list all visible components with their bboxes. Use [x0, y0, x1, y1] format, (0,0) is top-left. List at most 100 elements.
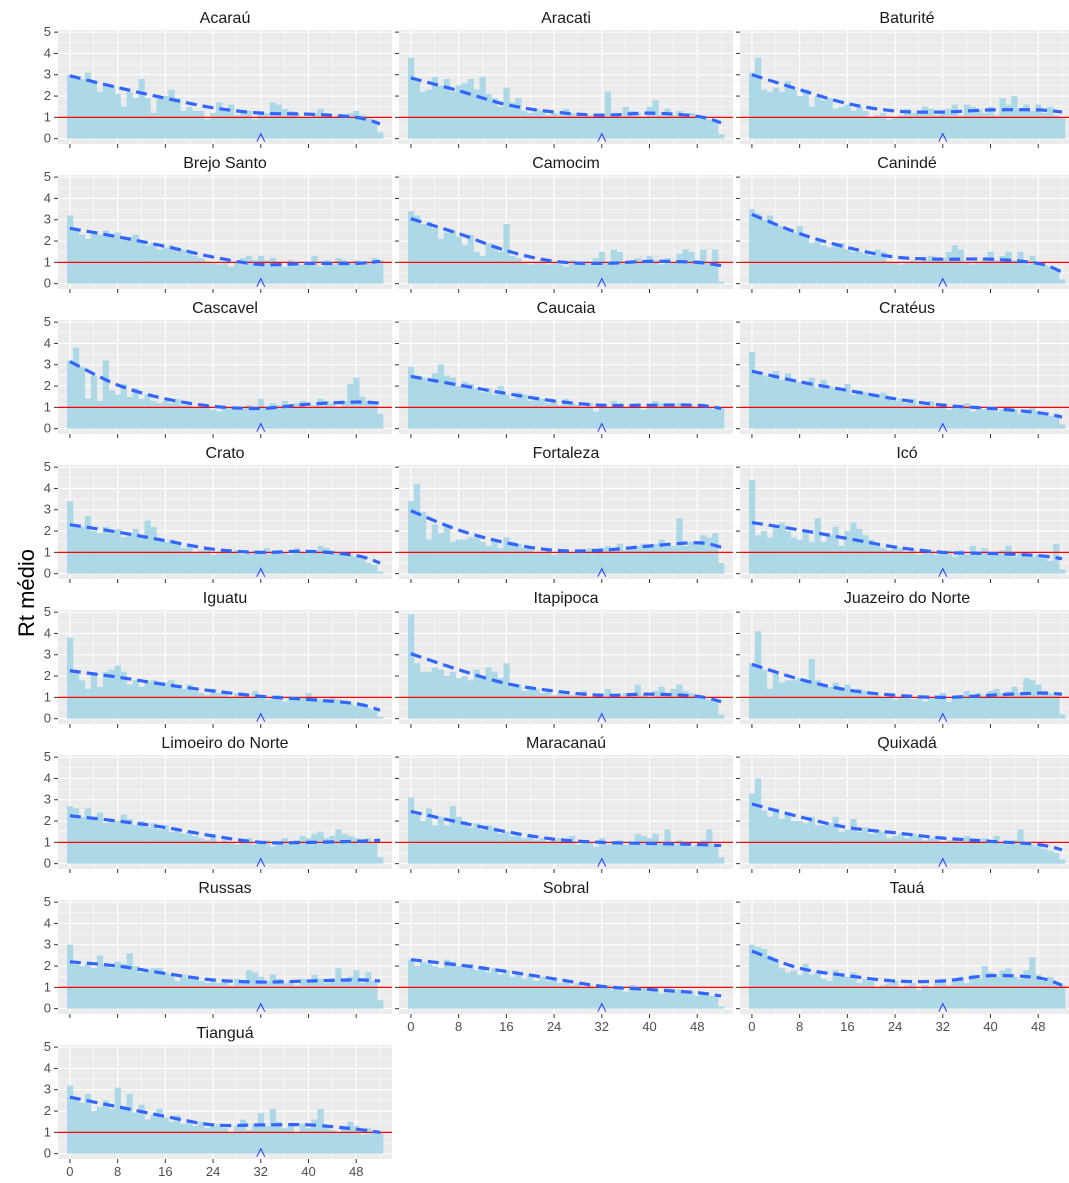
y-tick-label: 2 — [44, 1103, 51, 1118]
bar — [216, 552, 223, 574]
bar — [868, 693, 875, 719]
bar — [915, 835, 923, 864]
bar — [909, 260, 917, 284]
bar — [431, 228, 439, 284]
panel-title: Tauá — [890, 880, 925, 897]
bar — [126, 1094, 133, 1154]
bar — [437, 85, 445, 139]
bar — [359, 264, 366, 284]
bar — [269, 1108, 276, 1154]
bar — [96, 234, 104, 284]
bar — [132, 234, 139, 284]
bar — [975, 693, 982, 719]
bar — [204, 983, 211, 1009]
bar — [293, 113, 300, 139]
bar — [227, 842, 235, 864]
bar — [718, 857, 725, 864]
bar — [341, 833, 348, 864]
bar — [598, 115, 606, 139]
bar — [748, 663, 756, 719]
bar — [443, 825, 450, 864]
bar — [778, 818, 786, 864]
bar — [551, 554, 558, 574]
bar — [790, 680, 797, 719]
bar — [365, 117, 372, 139]
bar — [957, 842, 964, 864]
bar — [814, 388, 821, 429]
bar — [580, 407, 588, 429]
bar — [257, 398, 265, 429]
bar — [473, 537, 480, 574]
bar — [610, 550, 617, 574]
bar — [329, 264, 336, 284]
bar — [323, 838, 330, 864]
bar — [198, 258, 205, 284]
bar — [305, 1128, 312, 1154]
bar — [808, 377, 815, 429]
bar — [1053, 270, 1060, 284]
bar — [371, 258, 378, 284]
facet-panel: Baturité — [736, 10, 1069, 148]
bar — [808, 659, 815, 719]
bar — [1017, 693, 1024, 719]
bar — [993, 688, 1000, 719]
bar — [939, 552, 947, 574]
bar — [796, 539, 803, 574]
bar — [485, 243, 492, 284]
trend-line — [410, 652, 722, 704]
bar — [485, 667, 492, 719]
bar — [850, 251, 857, 284]
bar — [909, 550, 917, 574]
bar — [407, 501, 415, 574]
bar — [1041, 690, 1048, 719]
y-tick-label: 2 — [44, 233, 51, 248]
bar — [610, 695, 617, 719]
bar — [664, 693, 671, 719]
bar — [263, 840, 271, 864]
panel-title: Maracanaú — [526, 735, 606, 752]
bar — [939, 258, 947, 284]
bar — [222, 407, 229, 429]
bar — [413, 375, 421, 429]
bar — [281, 1128, 288, 1154]
bar — [347, 113, 354, 139]
bar — [856, 831, 863, 864]
bar — [335, 699, 342, 719]
bar — [222, 550, 229, 574]
bar — [293, 699, 300, 719]
bar — [120, 963, 127, 1009]
bar — [676, 110, 683, 139]
bar — [353, 705, 360, 719]
bar — [760, 949, 768, 1009]
bar — [156, 249, 163, 284]
bar — [509, 255, 516, 284]
bar — [467, 537, 474, 574]
bar — [84, 516, 92, 574]
bar — [425, 808, 433, 864]
bar — [658, 686, 665, 719]
bar — [586, 842, 594, 864]
bar — [317, 1108, 324, 1154]
bar — [610, 400, 617, 429]
bar — [263, 260, 271, 284]
bar — [652, 100, 659, 139]
bar — [239, 1119, 247, 1154]
bar — [808, 541, 815, 574]
bar — [329, 403, 336, 429]
bar — [144, 98, 151, 139]
bar — [820, 684, 827, 719]
bar — [1029, 556, 1036, 574]
bar — [485, 93, 492, 139]
bar — [275, 1121, 282, 1154]
bar — [216, 983, 223, 1009]
bar — [96, 1106, 104, 1154]
bar — [838, 390, 845, 429]
bar — [413, 814, 421, 864]
bar — [951, 405, 958, 429]
bar — [856, 528, 863, 574]
bar — [84, 238, 92, 284]
bar — [563, 108, 570, 139]
bar — [844, 249, 851, 284]
bar — [700, 249, 707, 284]
bar — [664, 829, 671, 864]
